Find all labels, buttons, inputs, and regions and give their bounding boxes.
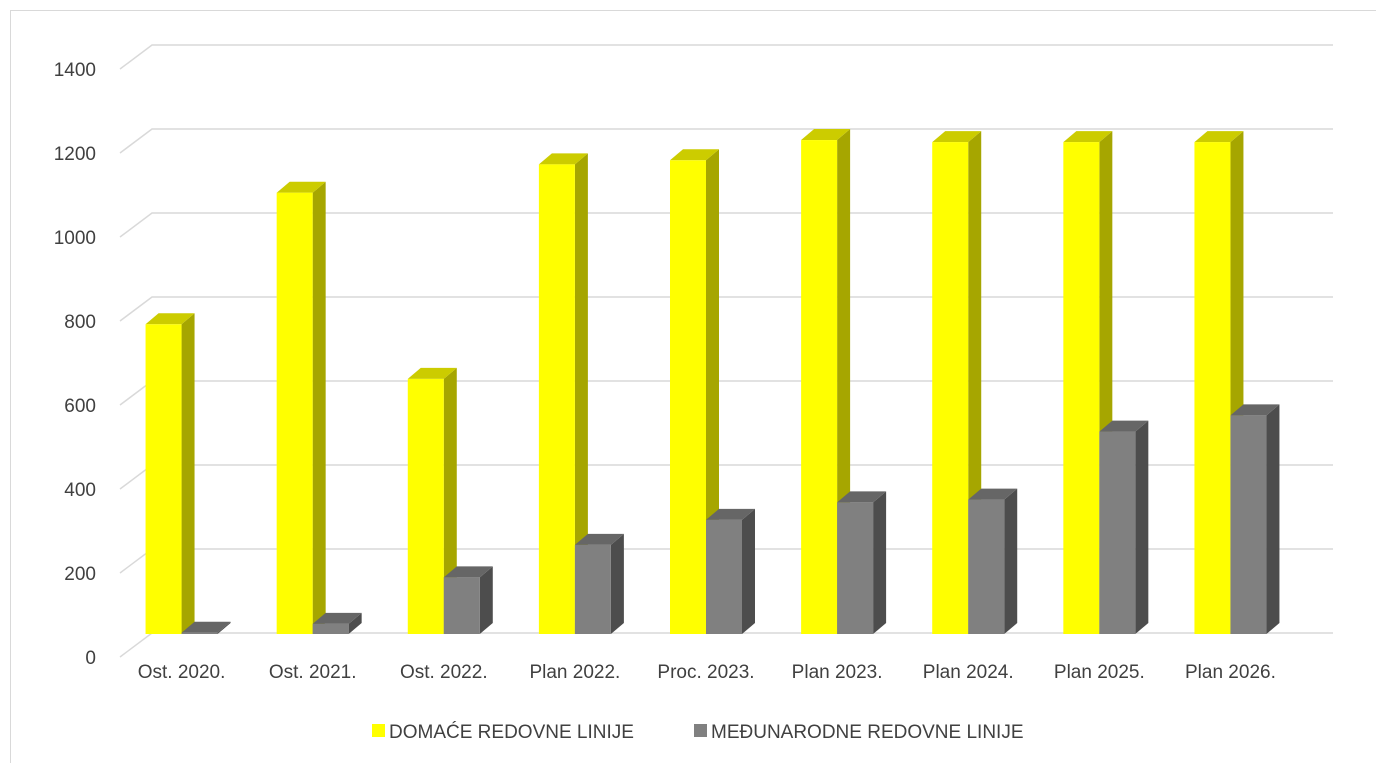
x-tick-label: Plan 2023. (792, 662, 883, 683)
y-tick-label: 0 (85, 648, 96, 669)
gridline (119, 632, 1333, 658)
y-tick-label: 800 (64, 312, 96, 333)
bar (312, 612, 362, 634)
legend-label-domace: DOMAĆE REDOVNE LINIJE (389, 721, 634, 743)
gridline (119, 128, 1333, 154)
chart-frame (10, 10, 1376, 763)
gridline (119, 44, 1333, 70)
bar (1230, 404, 1280, 634)
x-tick-label: Proc. 2023. (657, 662, 754, 683)
bar (538, 153, 588, 635)
x-tick-label: Plan 2022. (529, 662, 620, 683)
x-tick-label: Plan 2025. (1054, 662, 1145, 683)
legend-swatch-domace (372, 724, 385, 737)
bar (968, 488, 1018, 634)
y-axis-ticks: 0 200 400 600 800 1000 1200 1400 (54, 60, 96, 669)
bar (145, 313, 195, 634)
bar (1099, 420, 1149, 634)
bar (670, 149, 719, 635)
y-tick-label: 400 (64, 480, 96, 501)
x-tick-label: Plan 2024. (923, 662, 1014, 683)
x-axis-ticks: Ost. 2020. Ost. 2021. Ost. 2022. Plan 2022.… (138, 662, 1276, 683)
bar (574, 533, 624, 634)
x-tick-label: Ost. 2022. (400, 662, 488, 683)
bar (706, 508, 755, 634)
x-tick-label: Plan 2026. (1185, 662, 1276, 683)
bars (145, 129, 1280, 635)
bar (276, 181, 326, 635)
bar (443, 566, 493, 634)
legend-swatch-medunarodne (694, 724, 707, 737)
legend-label-medunarodne: MEĐUNARODNE REDOVNE LINIJE (711, 722, 1024, 743)
y-tick-label: 600 (64, 396, 96, 417)
bar (1194, 131, 1244, 634)
legend: DOMAĆE REDOVNE LINIJE MEĐUNARODNE REDOVN… (372, 721, 1024, 743)
y-tick-label: 1400 (54, 60, 96, 81)
bar (837, 491, 887, 634)
bar (407, 367, 457, 634)
y-tick-label: 1000 (54, 228, 96, 249)
bar (181, 621, 231, 634)
bar (801, 129, 851, 634)
y-tick-label: 1200 (54, 144, 96, 165)
x-tick-label: Ost. 2021. (269, 662, 357, 683)
y-tick-label: 200 (64, 564, 96, 585)
x-tick-label: Ost. 2020. (138, 662, 226, 683)
